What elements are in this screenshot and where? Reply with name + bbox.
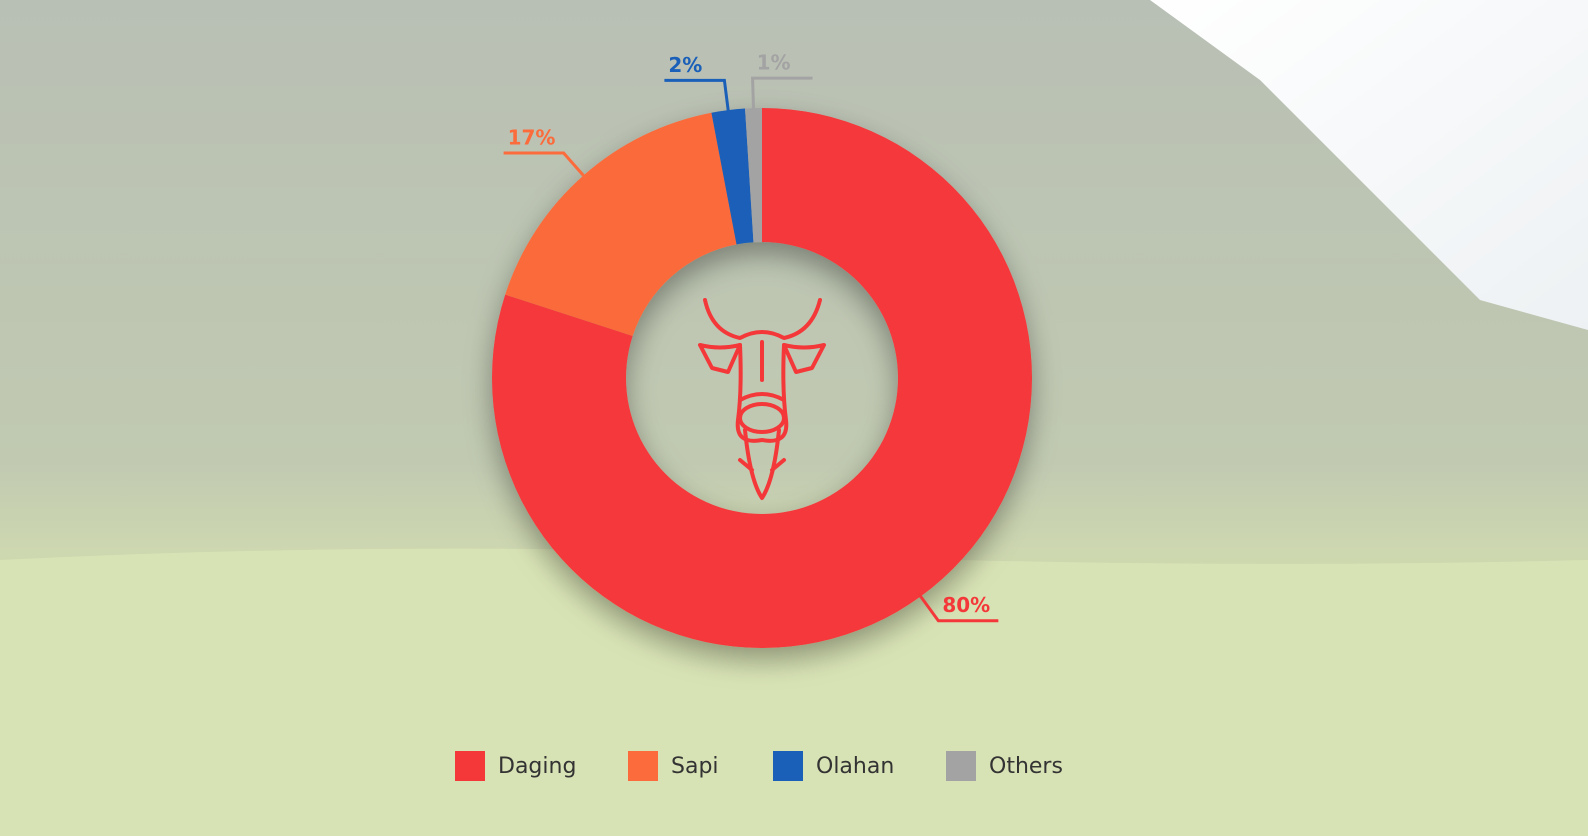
legend-label: Daging <box>498 754 576 779</box>
labels: 80% 17% 2% 1% <box>503 51 999 623</box>
legend-label: Olahan <box>816 754 894 779</box>
data-label: 2% <box>668 53 702 77</box>
legend: Daging Sapi Olahan Others <box>455 751 1063 781</box>
data-label: 1% <box>757 51 791 75</box>
cow-icon <box>698 298 826 500</box>
leader-line <box>503 151 588 180</box>
legend-label: Sapi <box>671 754 719 779</box>
legend-swatch <box>628 751 658 781</box>
legend-swatch <box>455 751 485 781</box>
legend-label: Others <box>989 754 1063 779</box>
donut-slice <box>492 108 1032 648</box>
data-label: 80% <box>942 593 990 617</box>
leader-line <box>664 78 731 115</box>
legend-swatch <box>946 751 976 781</box>
donut-slice <box>505 112 737 336</box>
donut-slice <box>745 108 762 243</box>
leader-line <box>917 592 999 623</box>
legend-swatch <box>773 751 803 781</box>
donut <box>492 108 1032 648</box>
donut-slice <box>711 108 754 245</box>
leader-line <box>751 76 813 113</box>
data-label: 17% <box>508 125 556 149</box>
